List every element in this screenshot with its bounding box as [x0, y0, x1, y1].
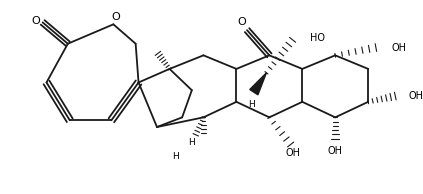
Text: OH: OH — [409, 91, 423, 101]
Text: OH: OH — [391, 43, 407, 53]
Text: O: O — [238, 17, 247, 27]
Text: O: O — [31, 16, 40, 26]
Text: HO: HO — [310, 33, 325, 43]
Text: H: H — [189, 138, 195, 147]
Text: H: H — [173, 152, 179, 161]
Text: O: O — [111, 12, 120, 22]
Text: OH: OH — [328, 146, 343, 156]
Text: OH: OH — [285, 148, 300, 158]
Polygon shape — [250, 73, 266, 95]
Text: H: H — [249, 100, 255, 109]
